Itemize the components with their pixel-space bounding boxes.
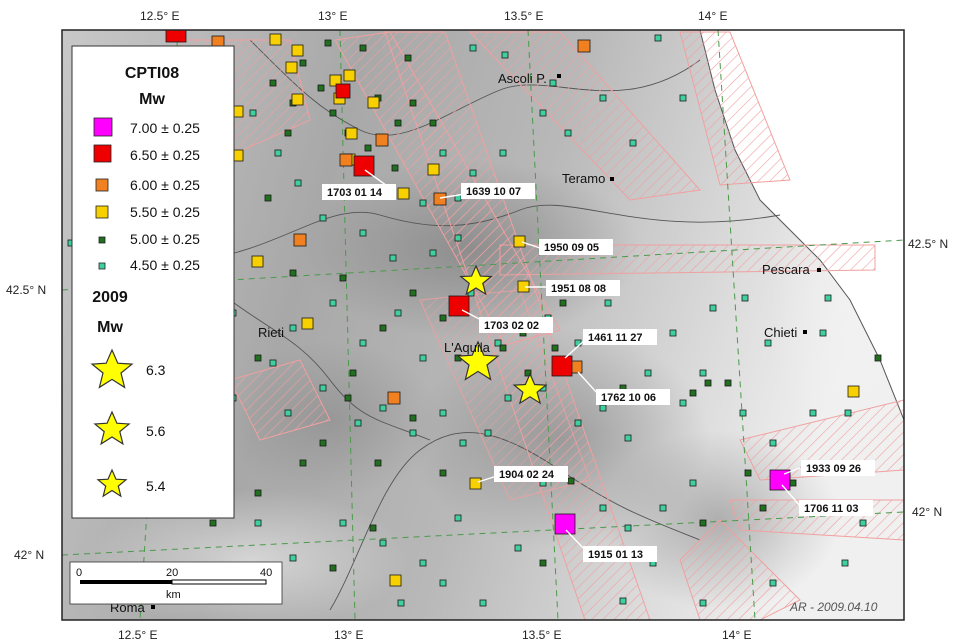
event-labels: 1703 01 14 1639 10 07 1950 09 05 1951 08…	[322, 183, 875, 562]
left-tick-label: 42° N	[14, 548, 44, 562]
events-m5-5	[231, 33, 860, 587]
region-boundary	[329, 432, 701, 611]
top-tick-label: 13.5° E	[504, 9, 544, 23]
svg-text:1461 11 27: 1461 11 27	[588, 332, 642, 344]
events-m7-0	[554, 469, 791, 535]
legend-swatch-5-5	[95, 205, 109, 219]
map-area: Ascoli P. Teramo Pescara Chieti Rieti L'…	[62, 30, 904, 620]
place-label-pescara: Pescara	[762, 262, 810, 277]
scale-tick-label: 0	[76, 567, 82, 579]
svg-text:1904 02 24: 1904 02 24	[499, 469, 555, 481]
svg-text:1703 02 02: 1703 02 02	[484, 320, 539, 332]
place-label-teramo: Teramo	[562, 171, 605, 186]
event-label: 1461 11 27	[583, 329, 657, 345]
svg-text:1703 01 14: 1703 01 14	[327, 187, 383, 199]
bottom-tick-label: 12.5° E	[118, 628, 158, 642]
zone-polygon	[468, 31, 701, 201]
legend-catalog-title: CPTI08	[125, 65, 179, 82]
legend: CPTI08 Mw 7.00 ± 0.25 6.50 ± 0.25 6.00 ±…	[71, 45, 235, 519]
legend-star-small-icon	[96, 468, 128, 498]
svg-text:1915 01 13: 1915 01 13	[588, 549, 643, 561]
top-tick-label: 13° E	[318, 9, 347, 23]
top-tick-label: 14° E	[698, 9, 727, 23]
zone-polygon	[229, 359, 331, 441]
legend-year-mw: Mw	[97, 319, 123, 336]
scale-tick-label: 20	[166, 567, 178, 579]
legend-star-medium-icon	[93, 410, 131, 446]
place-label-ascoli: Ascoli P.	[498, 71, 547, 86]
city-markers	[151, 74, 821, 609]
map-frame	[61, 29, 905, 621]
legend-year-title: 2009	[92, 289, 128, 306]
legend-star-label: 5.6	[146, 423, 166, 439]
credit-text: AR - 2009.04.10	[789, 600, 878, 614]
city-marker	[817, 268, 821, 272]
place-label-chieti: Chieti	[764, 325, 797, 340]
top-tick-label: 12.5° E	[140, 9, 180, 23]
star-2009-event	[512, 372, 548, 405]
place-label-laquila: L'Aquila	[444, 340, 491, 355]
graticule	[62, 30, 904, 620]
event-label: 1703 01 14	[322, 184, 396, 200]
legend-label: 6.00 ± 0.25	[130, 177, 200, 193]
svg-text:1933 09 26: 1933 09 26	[806, 463, 861, 475]
zone-polygon	[679, 519, 801, 620]
svg-text:1762 10 06: 1762 10 06	[601, 392, 656, 404]
event-label: 1950 09 05	[539, 239, 613, 255]
city-marker	[557, 74, 561, 78]
legend-swatch-6-5	[93, 144, 112, 163]
svg-text:1639 10 07: 1639 10 07	[466, 186, 521, 198]
city-marker	[151, 605, 155, 609]
svg-text:1950 09 05: 1950 09 05	[544, 242, 599, 254]
scale-bar: 0 20 40 km	[69, 561, 283, 605]
axis-labels: 12.5° E 13° E 13.5° E 14° E 12.5° E 13° …	[6, 9, 948, 642]
events-m6-5	[165, 30, 573, 377]
legend-swatch-5-0	[98, 236, 106, 244]
svg-text:1951 08 08: 1951 08 08	[551, 283, 606, 295]
legend-label: 6.50 ± 0.25	[130, 147, 200, 163]
bottom-tick-label: 13.5° E	[522, 628, 562, 642]
event-label: 1915 01 13	[583, 546, 657, 562]
scale-bar-segment	[171, 579, 267, 585]
legend-label: 4.50 ± 0.25	[130, 257, 200, 273]
place-label-rieti: Rieti	[258, 325, 284, 340]
legend-label: 7.00 ± 0.25	[130, 120, 200, 136]
event-label: 1706 11 03	[799, 500, 873, 516]
legend-star-label: 6.3	[146, 362, 166, 378]
left-tick-label: 42.5° N	[6, 283, 46, 297]
right-tick-label: 42° N	[912, 505, 942, 519]
star-2009-mainshock	[456, 340, 500, 381]
legend-swatch-4-5	[98, 262, 106, 270]
parallel-42-5	[62, 239, 904, 291]
legend-star-label: 5.4	[146, 478, 166, 494]
star-2009-event	[459, 264, 493, 296]
legend-star-large-icon	[90, 348, 134, 389]
scale-unit: km	[166, 589, 181, 601]
svg-text:1706 11 03: 1706 11 03	[804, 503, 858, 515]
stars-2009	[456, 264, 548, 405]
right-tick-label: 42.5° N	[908, 237, 948, 251]
event-label: 1639 10 07	[461, 183, 535, 199]
region-boundary	[229, 299, 431, 441]
event-label: 1904 02 24	[494, 466, 568, 482]
legend-swatch-7-0	[93, 117, 113, 137]
event-label: 1762 10 06	[596, 389, 670, 405]
parallel-42	[62, 511, 904, 556]
legend-label: 5.50 ± 0.25	[130, 204, 200, 220]
event-label: 1703 02 02	[479, 317, 553, 333]
event-label: 1951 08 08	[546, 280, 620, 296]
event-label: 1933 09 26	[801, 460, 875, 476]
bottom-tick-label: 14° E	[722, 628, 751, 642]
city-marker	[803, 330, 807, 334]
legend-catalog-mw: Mw	[139, 91, 165, 108]
city-marker	[610, 177, 614, 181]
legend-box	[71, 45, 235, 519]
zone-polygon	[679, 31, 791, 186]
legend-swatch-6-0	[95, 178, 109, 192]
scale-bar-segment	[80, 580, 172, 584]
bottom-tick-label: 13° E	[334, 628, 363, 642]
legend-label: 5.00 ± 0.25	[130, 231, 200, 247]
scale-tick-label: 40	[260, 567, 272, 579]
